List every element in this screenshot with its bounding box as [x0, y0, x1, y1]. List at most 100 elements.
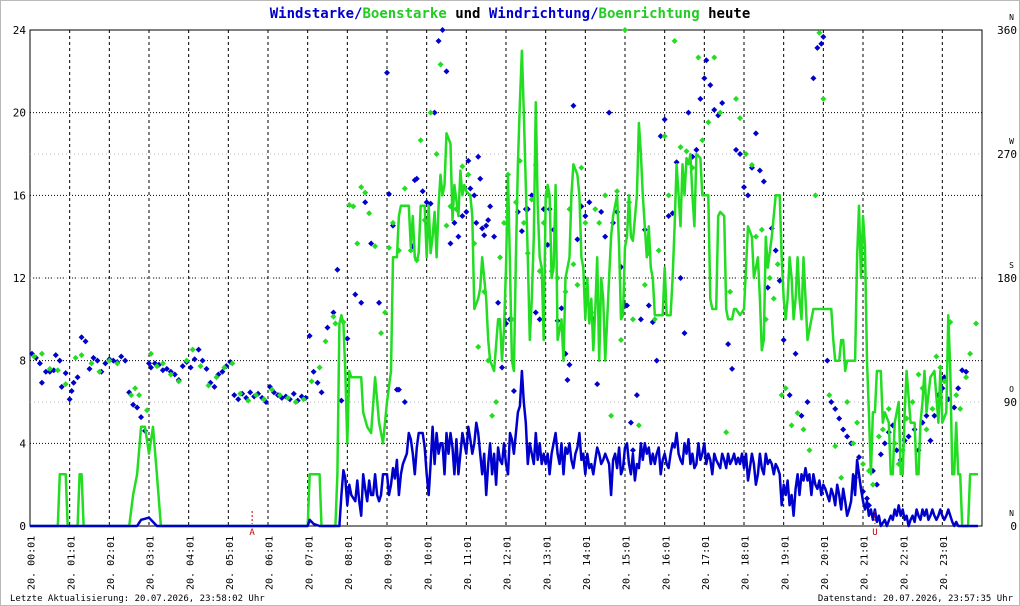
event-mark-label: A — [249, 528, 255, 538]
gust-direction-point — [869, 481, 876, 488]
wind-direction-point — [362, 199, 369, 206]
compass-label: N — [1009, 13, 1014, 22]
x-tick-label: 20. 04:01 — [185, 536, 196, 590]
chart-title: Windstarke/Boenstarke und Windrichtung/B… — [270, 6, 751, 22]
wind-direction-point — [701, 75, 708, 82]
wind-direction-point — [138, 414, 145, 421]
wind-direction-point — [82, 338, 89, 345]
gust-direction-point — [330, 313, 337, 320]
wind-direction-point — [661, 116, 668, 123]
wind-direction-point — [836, 415, 843, 422]
wind-direction-point — [629, 447, 636, 454]
gust-direction-point — [582, 219, 589, 226]
x-tick-label: 20. 05:01 — [225, 536, 236, 590]
gust-direction-point — [854, 419, 861, 426]
gust-direction-point — [820, 95, 827, 102]
wind-direction-point — [645, 302, 652, 309]
gust-direction-point — [758, 226, 765, 233]
wind-direction-point — [737, 151, 744, 157]
wind-direction-point — [481, 232, 488, 239]
gust-direction-point — [136, 392, 143, 399]
wind-direction-point — [451, 219, 458, 226]
gust-direction-point — [816, 29, 823, 36]
wind-direction-point — [179, 363, 186, 370]
gust-direction-point — [433, 151, 440, 157]
wind-direction-point — [633, 392, 640, 399]
wind-direction-point — [564, 376, 571, 383]
wind-direction-point — [306, 332, 313, 339]
wind-direction-point — [485, 217, 492, 224]
wind-direction-point — [62, 370, 69, 377]
gust-direction-point — [614, 188, 621, 195]
wind-direction-point — [733, 146, 740, 153]
gust-direction-point — [967, 350, 974, 357]
wind-direction-point — [760, 178, 767, 185]
wind-direction-point — [653, 357, 660, 364]
gust-direction-point — [788, 422, 795, 429]
wind-direction-point — [358, 299, 365, 306]
wind-direction-point — [199, 357, 206, 364]
gust-direction-point — [308, 378, 315, 385]
wind-direction-point — [475, 153, 482, 160]
gust-direction-point — [475, 343, 482, 350]
wind-direction-point — [756, 167, 763, 174]
gust-direction-point — [417, 137, 424, 144]
wind-direction-point — [330, 309, 337, 316]
compass-label: S — [1009, 261, 1014, 270]
gust-direction-point — [366, 210, 373, 217]
gust-direction-point — [723, 429, 730, 436]
gust-direction-point — [770, 295, 777, 302]
wind-direction-point — [570, 102, 577, 109]
gust-direction-point — [72, 354, 79, 361]
gust-direction-point — [493, 399, 500, 405]
gust-direction-point — [443, 222, 450, 229]
gust-direction-point — [727, 288, 734, 295]
y-left-tick-label: 16 — [13, 189, 26, 202]
y-right-tick-label: 0 — [1010, 520, 1017, 533]
gust-direction-point — [937, 364, 944, 371]
x-tick-label: 20. 03:01 — [146, 536, 157, 590]
gust-direction-point — [427, 109, 434, 116]
wind-direction-point — [463, 208, 470, 215]
x-tick-label: 20. 16:01 — [661, 536, 672, 590]
y-left-tick-label: 8 — [19, 355, 26, 368]
footer-right: Datenstand: 20.07.2026, 23:57:35 Uhr — [818, 594, 1014, 604]
wind-direction-point — [318, 389, 325, 396]
wind-direction-point — [368, 240, 375, 247]
gust-direction-point — [860, 461, 866, 467]
wind-direction-point — [856, 454, 863, 461]
wind-direction-point — [352, 291, 359, 298]
gust-direction-point — [385, 244, 392, 251]
wind-direction-point — [772, 247, 779, 254]
gust-direction-point — [332, 320, 339, 327]
wind-direction-point — [334, 266, 341, 273]
wind-direction-point — [824, 357, 831, 364]
gust-direction-point — [717, 109, 724, 116]
wind-direction-point — [42, 368, 49, 375]
y-left-tick-label: 0 — [19, 520, 26, 533]
wind-direction-point — [752, 130, 759, 137]
wind-direction-point — [764, 284, 771, 291]
gust-direction-point — [167, 371, 174, 378]
wind-direction-point — [677, 275, 684, 281]
gust-direction-point — [592, 206, 599, 213]
wind-direction-point — [203, 365, 210, 372]
gust-direction-point — [875, 433, 882, 440]
title-part: heute — [700, 6, 751, 22]
gust-direction-point — [629, 316, 636, 323]
gust-direction-point — [38, 350, 45, 357]
gust-direction-point — [382, 309, 389, 316]
gust-direction-point — [665, 192, 672, 199]
wind-direction-point — [873, 481, 880, 488]
gust-direction-point — [806, 447, 813, 454]
wind-direction-point — [52, 352, 59, 359]
wind-direction-point — [483, 222, 490, 229]
wind-direction-point — [780, 337, 787, 343]
gust-direction-point — [54, 367, 61, 374]
y-left-tick-label: 12 — [13, 272, 26, 285]
gust-direction-point — [261, 396, 268, 403]
wind-direction-point — [844, 433, 851, 440]
wind-direction-point — [56, 357, 63, 364]
wind-direction-point — [473, 219, 480, 226]
